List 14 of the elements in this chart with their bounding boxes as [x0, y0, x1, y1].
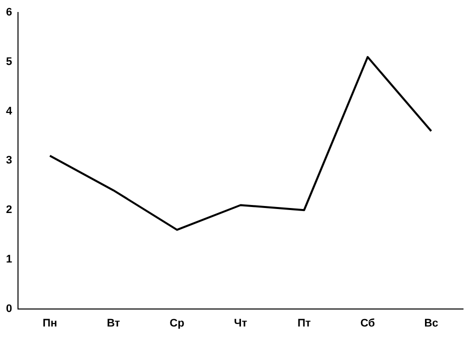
- y-tick-label: 5: [6, 56, 12, 68]
- x-tick-label: Чт: [234, 317, 248, 330]
- y-tick-label: 4: [6, 105, 13, 118]
- x-tick-label: Сб: [360, 317, 376, 330]
- x-tick-label: Пт: [297, 317, 312, 330]
- x-tick-label: Ср: [170, 317, 185, 330]
- y-tick-label: 3: [6, 154, 12, 167]
- y-tick-label: 1: [6, 253, 12, 266]
- x-tick-label: Вт: [106, 317, 121, 330]
- x-tick-label: Пн: [42, 317, 58, 330]
- y-tick-label: 6: [6, 6, 12, 19]
- x-tick-label: Вс: [424, 317, 438, 330]
- y-tick-label: 2: [6, 204, 12, 216]
- y-tick-label: 0: [6, 302, 12, 315]
